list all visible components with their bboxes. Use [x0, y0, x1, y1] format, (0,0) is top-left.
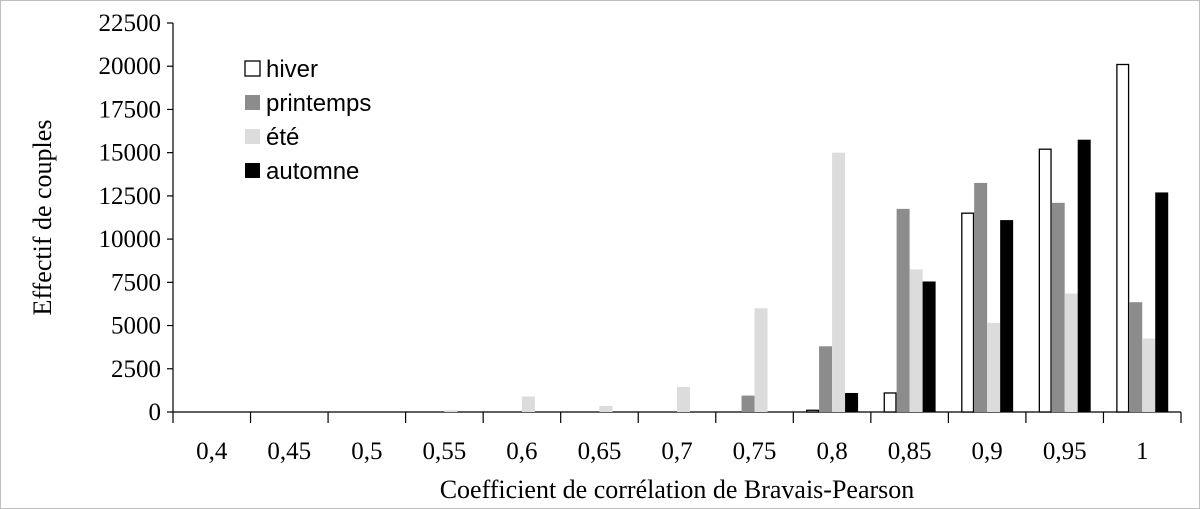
bar-1-9	[896, 208, 910, 412]
x-tick-label-9: 0,85	[888, 438, 932, 465]
x-tick-label-12: 1	[1136, 438, 1149, 465]
bar-2-3	[444, 410, 458, 412]
y-tick-label-6: 15000	[99, 140, 162, 167]
bar-2-11	[1064, 293, 1078, 412]
bar-1-7	[741, 395, 755, 412]
bar-1-10	[974, 182, 988, 412]
x-tick-label-11: 0,95	[1043, 438, 1087, 465]
bar-2-5	[599, 405, 613, 412]
legend-swatch-2	[245, 129, 260, 144]
y-tick-label-3: 7500	[111, 269, 161, 296]
y-tick-label-4: 10000	[99, 226, 162, 253]
x-tick-label-6: 0,7	[661, 438, 692, 465]
y-tick-label-8: 20000	[99, 53, 162, 80]
bar-2-10	[987, 322, 1001, 412]
y-axis-title: Effectif de couples	[28, 120, 57, 316]
bar-0-10	[961, 212, 975, 413]
y-tick-label-1: 2500	[111, 356, 161, 383]
bar-3-12	[1155, 192, 1169, 412]
legend-label-1: printemps	[266, 90, 371, 117]
legend-swatch-1	[245, 95, 260, 110]
bar-0-12	[1116, 63, 1130, 413]
x-tick-label-7: 0,75	[733, 438, 777, 465]
legend-label-2: été	[266, 124, 299, 151]
x-tick-label-2: 0,5	[351, 438, 382, 465]
y-tick-label-7: 17500	[99, 96, 162, 123]
y-tick-label-9: 22500	[99, 10, 162, 37]
x-tick-label-4: 0,6	[506, 438, 537, 465]
bar-2-7	[754, 308, 768, 412]
x-tick-label-3: 0,55	[423, 438, 467, 465]
bar-0-11	[1038, 148, 1052, 413]
x-tick-label-1: 0,45	[267, 438, 311, 465]
bar-3-11	[1077, 139, 1091, 412]
bar-2-4	[521, 396, 535, 412]
x-tick-label-0: 0,4	[196, 438, 228, 465]
bar-1-8	[819, 346, 833, 412]
bar-2-6	[677, 386, 690, 412]
y-tick-label-5: 12500	[99, 183, 162, 210]
x-tick-label-8: 0,8	[816, 438, 847, 465]
bar-3-9	[922, 281, 936, 412]
bar-1-11	[1051, 202, 1065, 412]
bar-0-8	[806, 409, 820, 413]
legend-label-3: automne	[266, 158, 359, 185]
y-tick-label-2: 5000	[111, 313, 161, 340]
x-tick-label-10: 0,9	[972, 438, 1003, 465]
y-tick-label-0: 0	[149, 399, 162, 426]
bar-3-10	[1000, 220, 1014, 412]
legend-label-0: hiver	[266, 56, 318, 83]
legend-swatch-0	[244, 60, 261, 77]
legend-swatch-3	[245, 163, 260, 178]
bar-0-9	[883, 392, 897, 413]
x-tick-label-5: 0,65	[578, 438, 622, 465]
x-axis-title: Coefficient de corrélation de Bravais-Pe…	[440, 475, 915, 504]
bar-1-12	[1129, 302, 1143, 412]
bar-3-8	[845, 392, 859, 412]
bar-2-9	[909, 269, 923, 412]
bar-2-12	[1142, 338, 1156, 412]
bar-2-8	[832, 152, 846, 412]
